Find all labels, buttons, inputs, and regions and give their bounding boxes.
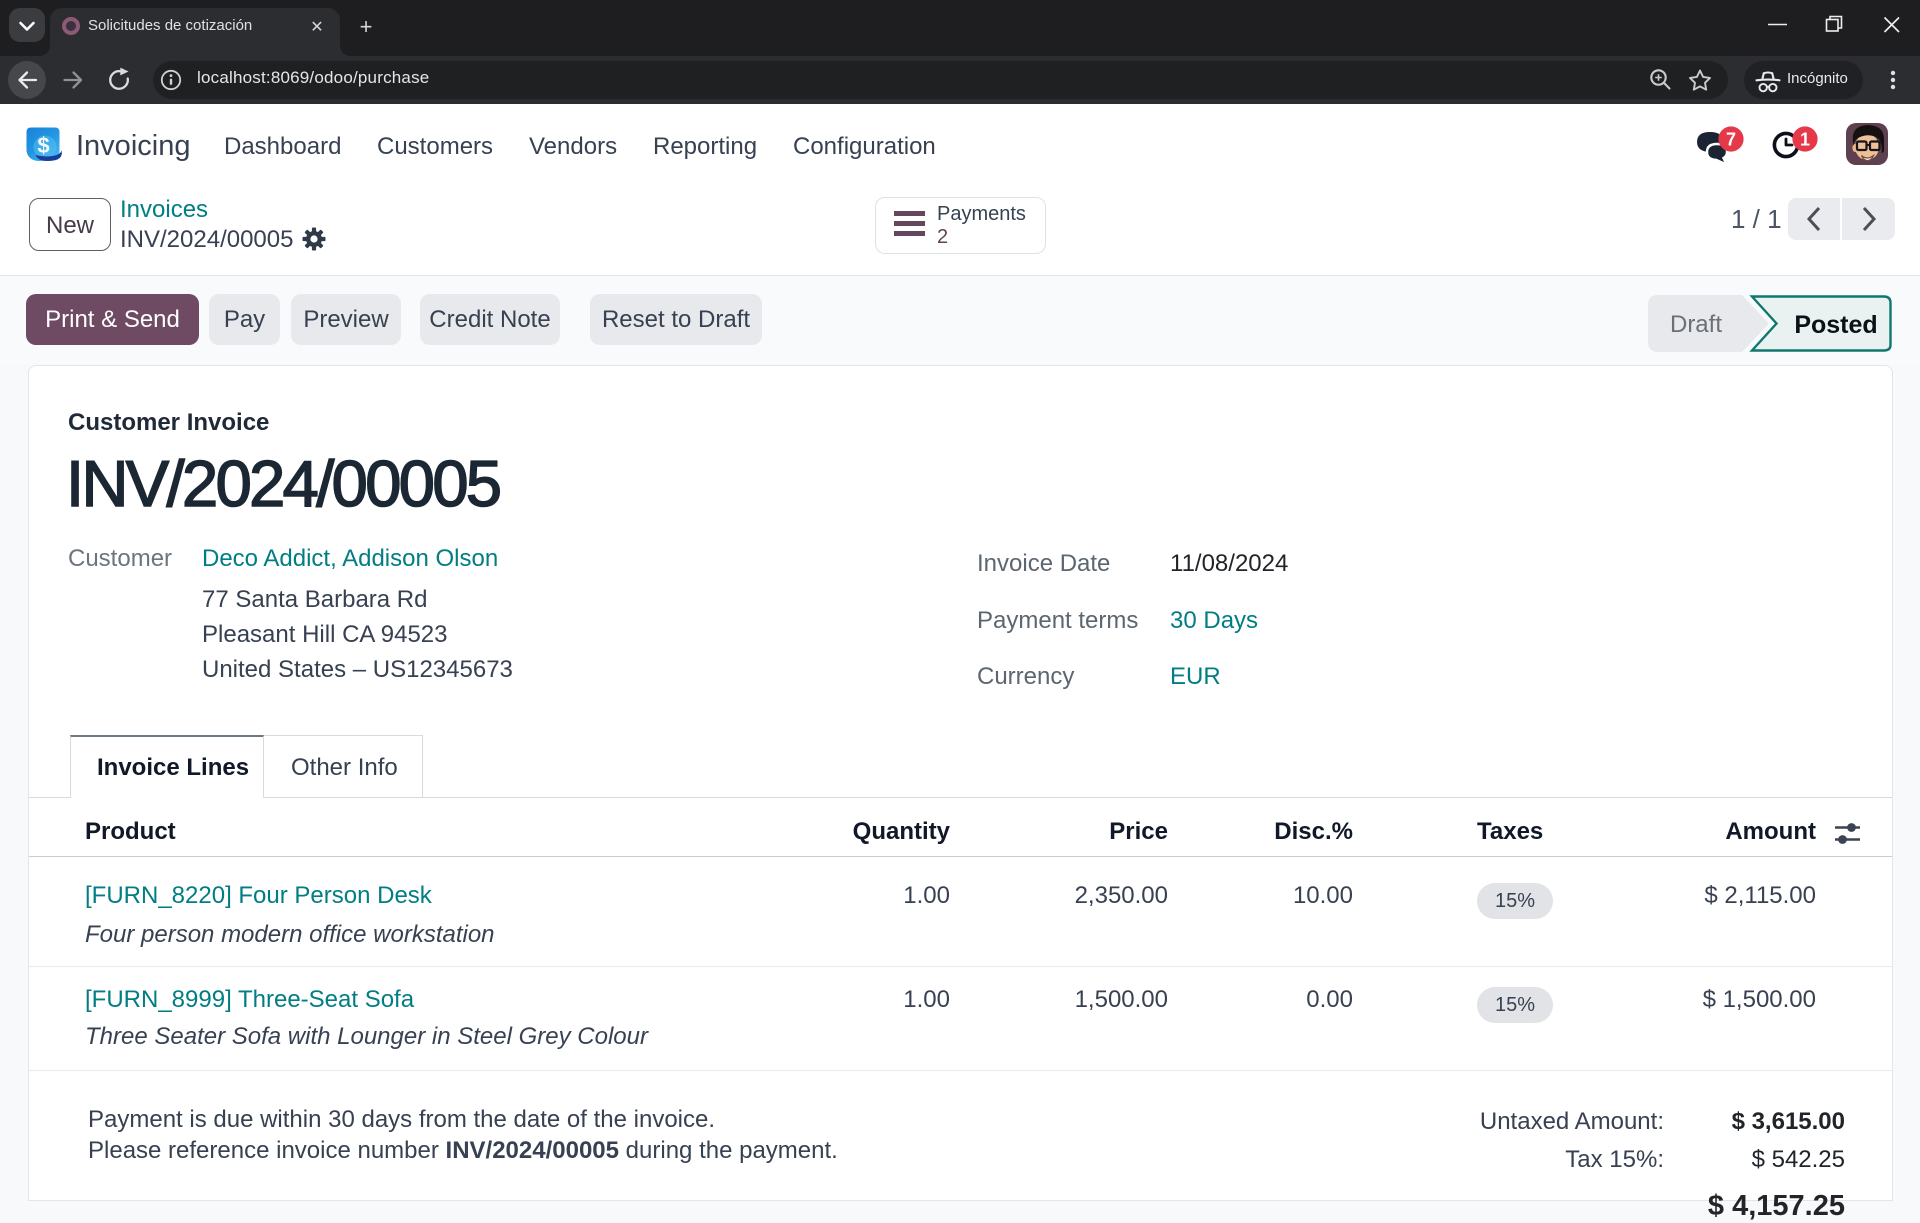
svg-text:1: 1 xyxy=(1800,130,1810,150)
svg-text:Posted: Posted xyxy=(1794,311,1877,339)
svg-text:7: 7 xyxy=(1726,130,1736,150)
svg-text:$: $ xyxy=(37,133,49,158)
svg-text:Draft: Draft xyxy=(1670,311,1722,338)
